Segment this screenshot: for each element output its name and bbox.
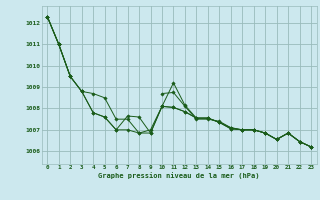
X-axis label: Graphe pression niveau de la mer (hPa): Graphe pression niveau de la mer (hPa) — [99, 172, 260, 179]
